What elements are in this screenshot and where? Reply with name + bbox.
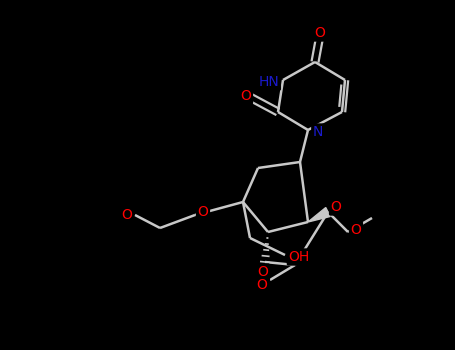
Polygon shape [308, 208, 330, 222]
Text: O: O [257, 278, 268, 292]
Text: O: O [241, 89, 252, 103]
Text: O: O [258, 265, 268, 279]
Text: O: O [197, 205, 208, 219]
Text: OH: OH [288, 250, 309, 264]
Text: N: N [313, 125, 323, 139]
Text: O: O [331, 200, 341, 214]
Text: HN: HN [258, 75, 279, 89]
Text: O: O [350, 223, 361, 237]
Text: O: O [121, 208, 132, 222]
Text: O: O [314, 26, 325, 40]
